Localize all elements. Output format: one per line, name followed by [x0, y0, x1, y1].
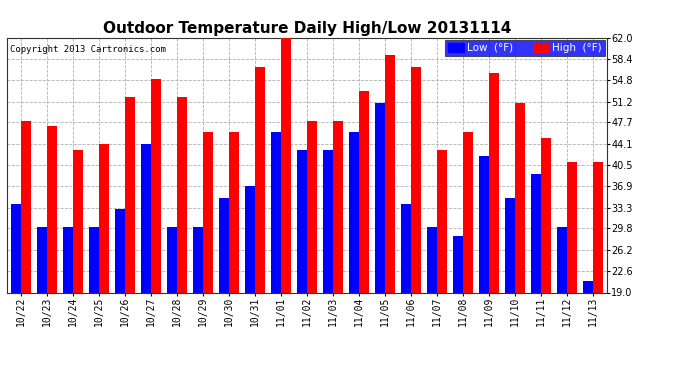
Bar — [479, 156, 489, 292]
Bar — [557, 227, 567, 292]
Bar — [541, 138, 551, 292]
Bar — [203, 132, 213, 292]
Title: Outdoor Temperature Daily High/Low 20131114: Outdoor Temperature Daily High/Low 20131… — [103, 21, 511, 36]
Bar — [385, 55, 395, 292]
Bar — [515, 103, 525, 292]
Bar — [411, 67, 421, 292]
Bar — [37, 227, 47, 292]
Bar — [141, 144, 151, 292]
Bar — [63, 227, 73, 292]
Bar — [281, 38, 291, 292]
Bar — [323, 150, 333, 292]
Legend: Low  (°F), High  (°F): Low (°F), High (°F) — [445, 40, 605, 56]
Bar — [505, 198, 515, 292]
Bar — [219, 198, 229, 292]
Bar — [255, 67, 265, 292]
Bar — [271, 132, 281, 292]
Bar — [531, 174, 541, 292]
Bar — [47, 126, 57, 292]
Bar — [427, 227, 437, 292]
Bar — [229, 132, 239, 292]
Bar — [593, 162, 603, 292]
Bar — [167, 227, 177, 292]
Bar — [297, 150, 307, 292]
Bar — [375, 103, 385, 292]
Bar — [21, 120, 31, 292]
Bar — [583, 280, 593, 292]
Bar — [489, 73, 499, 292]
Bar — [567, 162, 577, 292]
Bar — [307, 120, 317, 292]
Bar — [453, 236, 463, 292]
Bar — [245, 186, 255, 292]
Bar — [89, 227, 99, 292]
Bar — [73, 150, 83, 292]
Bar — [401, 204, 411, 292]
Bar — [349, 132, 359, 292]
Bar — [125, 97, 135, 292]
Bar — [333, 120, 343, 292]
Bar — [11, 204, 21, 292]
Bar — [437, 150, 447, 292]
Bar — [99, 144, 109, 292]
Bar — [359, 91, 369, 292]
Bar — [151, 79, 161, 292]
Bar — [193, 227, 203, 292]
Bar — [115, 210, 125, 292]
Bar — [177, 97, 187, 292]
Text: Copyright 2013 Cartronics.com: Copyright 2013 Cartronics.com — [10, 45, 166, 54]
Bar — [463, 132, 473, 292]
